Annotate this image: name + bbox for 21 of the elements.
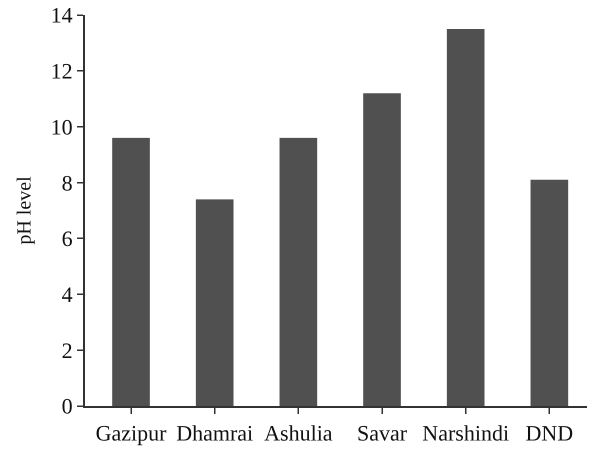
x-tick-label: Savar bbox=[356, 420, 408, 446]
y-tick-label: 12 bbox=[50, 58, 73, 84]
bar bbox=[363, 93, 401, 406]
bar bbox=[196, 199, 234, 406]
y-tick-label: 6 bbox=[62, 226, 73, 252]
y-axis-title: pH level bbox=[14, 176, 36, 245]
x-tick-label: Gazipur bbox=[96, 420, 168, 446]
x-tick-label: Dhamrai bbox=[176, 420, 254, 446]
x-tick-label: Narshindi bbox=[422, 420, 510, 446]
x-tick-label: DND bbox=[526, 420, 574, 446]
y-tick-label: 10 bbox=[50, 114, 73, 140]
bar bbox=[530, 180, 568, 406]
y-tick-label: 8 bbox=[62, 170, 73, 196]
y-tick-label: 2 bbox=[62, 338, 73, 363]
bar bbox=[446, 28, 485, 406]
y-tick-label: 14 bbox=[50, 2, 73, 28]
x-tick-label: Ashulia bbox=[264, 420, 333, 446]
bar bbox=[112, 138, 150, 406]
y-tick-label: 4 bbox=[62, 282, 73, 307]
y-tick-label: 0 bbox=[62, 394, 73, 419]
bar bbox=[280, 138, 318, 406]
